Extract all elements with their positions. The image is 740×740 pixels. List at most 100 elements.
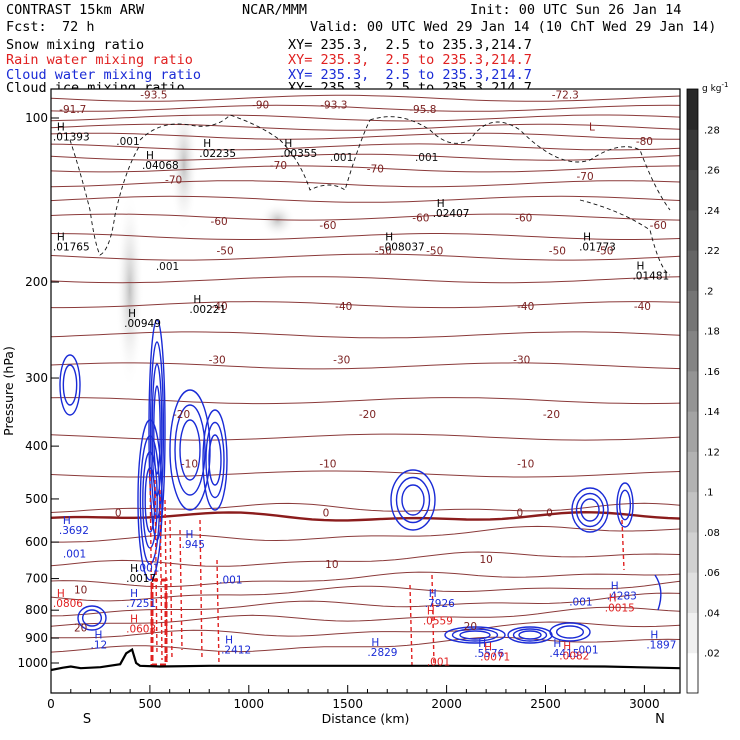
field-name-rain: Rain water mixing ratio [6, 52, 193, 68]
extremum-value: .945 [182, 539, 205, 551]
colorbar-step [687, 491, 698, 533]
y-tick-label: 500 [25, 492, 48, 506]
extremum-marker: H [636, 261, 644, 273]
cloud-water-contour [580, 498, 600, 522]
cloud-ice-contour [69, 139, 141, 256]
extremum-marker: H [429, 588, 437, 600]
colorbar-step [687, 129, 698, 171]
colorbar-step [687, 612, 698, 654]
colorbar-tick-label: .16 [704, 367, 720, 378]
forecast-hour: 72 h [62, 19, 95, 35]
rain-water-contour [431, 574, 435, 666]
isotherm-label: -40 [211, 301, 228, 313]
isotherm-line [51, 153, 680, 161]
colorbar-step [687, 572, 698, 613]
isotherm-label: -50 [216, 245, 233, 257]
isotherm-line [51, 397, 680, 405]
extremum-marker: H [57, 122, 65, 134]
isotherm-line [51, 551, 680, 567]
cloud-water-contour [202, 409, 228, 511]
colorbar-step [687, 652, 698, 694]
rain-water-contour [179, 529, 183, 651]
contour-value-label: .001 [330, 152, 353, 164]
isotherm-line [51, 301, 680, 309]
extremum-marker: H [583, 231, 591, 243]
extremum-value: .0082 [559, 650, 589, 662]
rain-water-contour [409, 584, 413, 666]
extremum-marker: H [57, 231, 65, 243]
isotherm-label: -95.8 [409, 104, 436, 116]
isotherm-line [51, 114, 680, 122]
isotherm-line [51, 606, 680, 627]
snow-shading-layer [115, 89, 680, 390]
extremum-marker: H [128, 308, 136, 320]
cloud-ice-contour [579, 199, 671, 276]
cloud-water-contour [549, 622, 591, 642]
extremum-value: .008037 [381, 241, 424, 253]
isotherm-label: -91.7 [59, 104, 86, 116]
organization: NCAR/MMM [242, 2, 308, 18]
extremum-marker: L [318, 61, 324, 73]
extremum-value: .3692 [59, 525, 89, 537]
terrain-profile [51, 647, 680, 672]
x-tick-label: 2500 [530, 697, 561, 711]
contour-labels: -93.5 -90 -93.3 -72.3 -95.8 -91.7 -80 -70 -70 -70… [53, 61, 676, 668]
colorbar-tick-label: .26 [704, 166, 720, 177]
cloud-water-contour [518, 630, 542, 640]
colorbar-step [687, 451, 698, 493]
isotherm-label: -60 [319, 220, 336, 232]
cloud-ice-contour [279, 119, 371, 191]
colorbar-step [687, 370, 698, 412]
isotherm-label: -10 [517, 459, 534, 471]
model-title: CONTRAST 15km ARW [6, 2, 145, 18]
isotherm-label: -30 [513, 354, 530, 366]
extremum-marker: H [437, 198, 445, 210]
isotherm-line [51, 253, 680, 261]
cloud-water-contour [444, 626, 506, 644]
extremum-value: .12 [91, 639, 108, 651]
extremum-marker: H [609, 593, 617, 605]
colorbar-step [687, 209, 698, 251]
extremum-value: .00221 [189, 304, 226, 316]
colorbar-step [687, 531, 698, 573]
y-tick-label: 200 [25, 275, 48, 289]
extremum-value: .0603 [126, 624, 156, 636]
rain-water-contour [621, 519, 625, 571]
cloud-ice-contour [139, 114, 281, 141]
isotherm-label: -60 [650, 220, 667, 232]
isotherm-line [51, 123, 680, 131]
cloud-water-contours [59, 319, 662, 644]
isotherm-label: 0 [546, 507, 553, 519]
isotherm-label: -93.3 [320, 99, 347, 111]
extremum-value: .0806 [53, 598, 83, 610]
cloud-water-contour [512, 628, 548, 642]
colorbar-step [687, 250, 698, 291]
cloud-water-contour [395, 476, 431, 524]
field-name-snow: Snow mixing ratio [6, 37, 145, 53]
extremum-value: .01481 [632, 271, 669, 283]
colorbar-tick-label: .28 [704, 125, 720, 136]
extremum-marker: H [563, 640, 571, 652]
field-xy-rain: XY= 235.3, 2.5 to 235.3,214.7 [288, 52, 532, 68]
isotherm-label: 10 [479, 554, 492, 566]
contour-value-label: .001 [575, 644, 598, 656]
extremum-value: .02235 [199, 148, 236, 160]
colorbar-tick-label: .2 [704, 286, 714, 297]
rain-water-contour [169, 519, 173, 661]
cloud-water-contour [179, 419, 201, 481]
snow-shade [115, 190, 144, 390]
cloud-water-contour [507, 626, 553, 644]
isotherm-label: 20 [464, 621, 477, 633]
isotherm-line [51, 525, 680, 543]
isotherm-line [51, 433, 680, 441]
cloud-water-contour [137, 419, 163, 581]
cloud-water-contour [153, 385, 161, 475]
cloud-water-contour [208, 434, 222, 486]
extremum-marker: L [589, 122, 595, 134]
colorbar-unit-exponent: -1 [722, 81, 729, 89]
cloud-water-contour [401, 484, 425, 516]
terrain-line [51, 647, 680, 672]
isotherm-label: 20 [74, 622, 87, 634]
isotherm-label: -40 [634, 301, 651, 313]
contour-value-label: .001 [427, 656, 450, 668]
